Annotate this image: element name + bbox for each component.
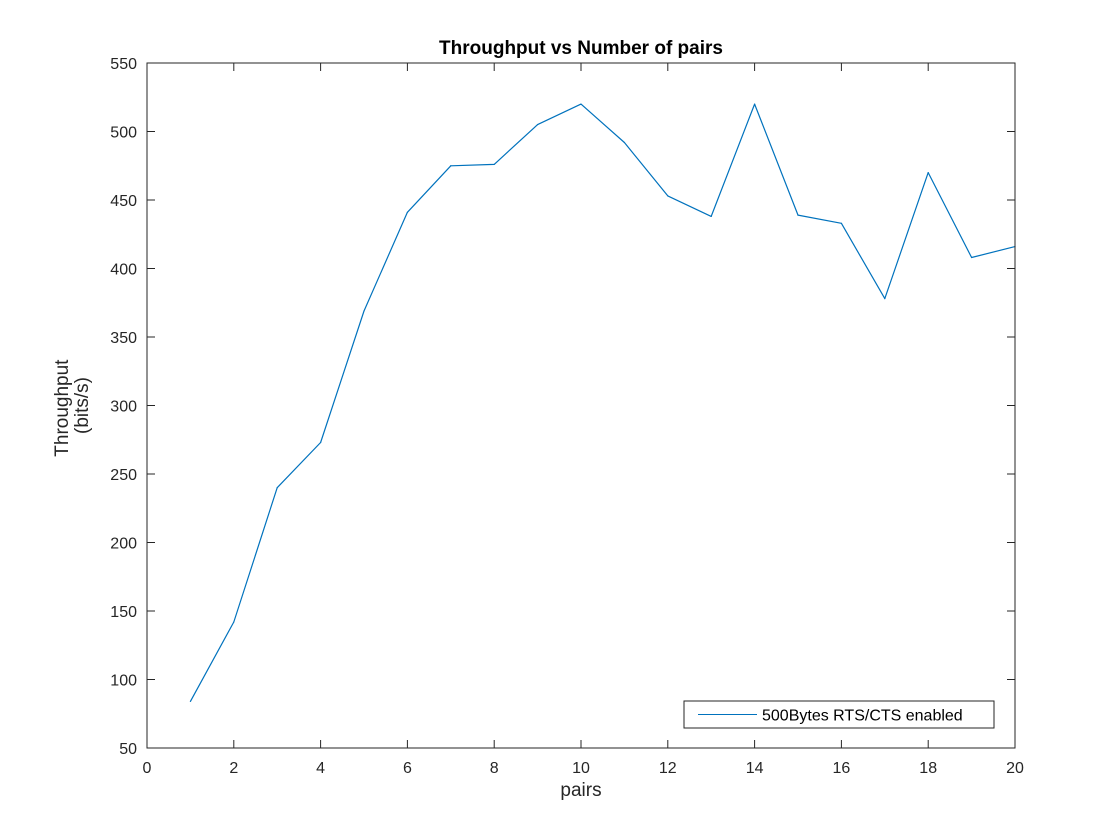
data-point xyxy=(320,441,322,444)
x-tick-label: 6 xyxy=(403,760,412,777)
data-point xyxy=(537,124,539,126)
x-axis: 0 2 4 6 8 10 12 14 16 18 20 xyxy=(143,63,1024,777)
legend-box xyxy=(683,700,995,729)
data-point xyxy=(233,621,235,623)
data-point xyxy=(276,487,278,489)
data-point xyxy=(493,163,495,165)
data-point xyxy=(189,700,191,703)
data-point xyxy=(797,214,799,216)
series-line xyxy=(189,103,1016,702)
data-point xyxy=(623,141,626,144)
y-axis-label-line-2: (bits/s) xyxy=(72,377,93,434)
x-tick-label: 16 xyxy=(833,760,851,777)
y-tick-label: 100 xyxy=(110,673,137,690)
x-tick-label: 10 xyxy=(572,760,590,777)
y-tick-label: 300 xyxy=(110,399,137,416)
data-point xyxy=(406,211,408,213)
y-axis-label: Throughput (bits/s) xyxy=(52,354,93,456)
legend: 500Bytes RTS/CTS enabled xyxy=(683,700,995,729)
data-point xyxy=(710,215,712,218)
x-tick-label: 12 xyxy=(659,760,677,777)
plot-area xyxy=(147,63,1015,748)
data-point xyxy=(754,103,756,105)
data-point xyxy=(971,256,973,259)
data-point xyxy=(667,195,669,197)
y-tick-label: 500 xyxy=(110,125,137,142)
legend-label: 500Bytes RTS/CTS enabled xyxy=(762,708,963,725)
y-tick-label: 550 xyxy=(110,56,137,73)
data-point xyxy=(927,172,929,174)
y-tick-label: 400 xyxy=(110,262,137,279)
x-tick-label: 20 xyxy=(1006,760,1024,777)
x-tick-label: 2 xyxy=(229,760,238,777)
data-point xyxy=(580,103,582,105)
y-tick-label: 350 xyxy=(110,330,137,347)
y-tick-label: 150 xyxy=(110,604,137,621)
x-tick-label: 4 xyxy=(316,760,325,777)
x-tick-label: 18 xyxy=(919,760,937,777)
y-tick-label: 450 xyxy=(110,193,137,210)
x-tick-label: 0 xyxy=(143,760,152,777)
y-tick-label: 50 xyxy=(119,741,137,758)
chart-title: Throughput vs Number of pairs xyxy=(439,38,723,59)
x-tick-label: 8 xyxy=(490,760,499,777)
data-point xyxy=(363,310,365,312)
y-axis: 50 100 150 200 250 300 350 400 450 500 550 xyxy=(110,56,1015,758)
x-axis-label: pairs xyxy=(560,780,601,801)
data-point xyxy=(884,298,886,300)
series-layer xyxy=(189,103,1016,703)
x-tick-label: 14 xyxy=(746,760,764,777)
y-tick-label: 200 xyxy=(110,536,137,553)
y-tick-label: 250 xyxy=(110,467,137,484)
y-axis-label-line-1: Throughput xyxy=(52,359,73,457)
data-point xyxy=(840,222,843,224)
data-point xyxy=(450,165,452,167)
